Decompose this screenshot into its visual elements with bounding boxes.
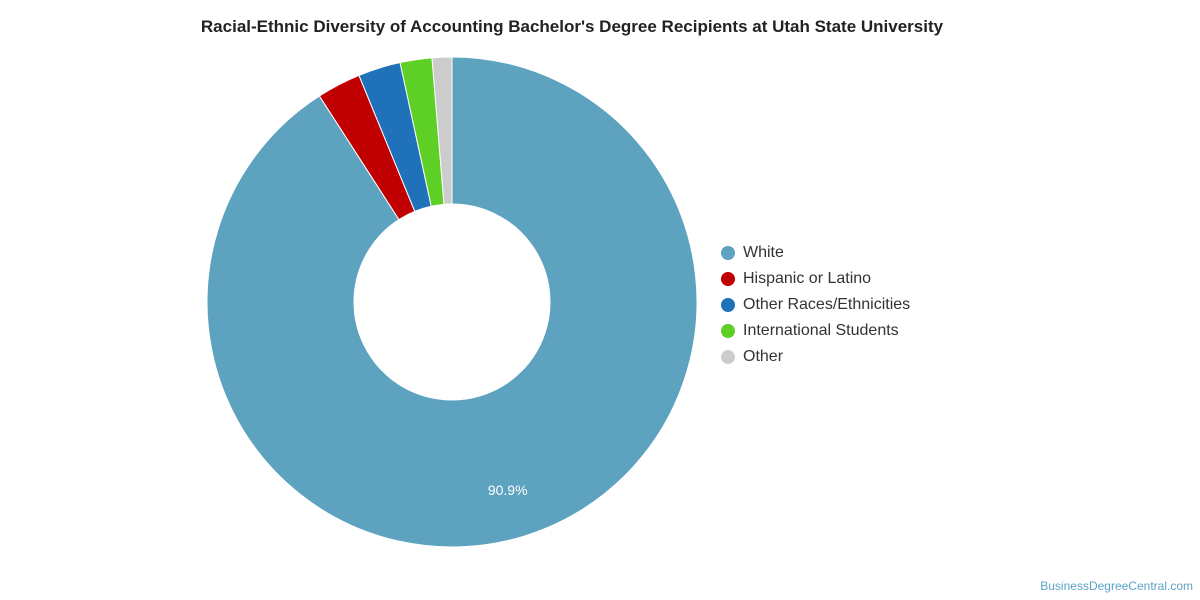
watermark: BusinessDegreeCentral.com bbox=[1040, 579, 1193, 593]
legend-item-white[interactable]: White bbox=[721, 240, 910, 266]
legend-swatch bbox=[721, 350, 735, 364]
legend-label: Other Races/Ethnicities bbox=[743, 296, 911, 313]
legend-item-hispanic-or-latino[interactable]: Hispanic or Latino bbox=[721, 266, 910, 292]
chart-title: Racial-Ethnic Diversity of Accounting Ba… bbox=[200, 17, 944, 36]
legend-label: Other bbox=[743, 348, 784, 365]
legend-label: White bbox=[743, 244, 784, 261]
legend-swatch bbox=[721, 298, 735, 312]
data-label: 90.9% bbox=[488, 482, 528, 498]
chart-legend: White Hispanic or Latino Other Races/Ethni… bbox=[721, 240, 910, 370]
slice-white[interactable] bbox=[206, 56, 698, 548]
legend-item-other-races-ethnicities[interactable]: Other Races/Ethnicities bbox=[721, 292, 910, 318]
slice-other[interactable] bbox=[431, 56, 453, 205]
legend-label: Hispanic or Latino bbox=[743, 270, 872, 287]
legend-item-other[interactable]: Other bbox=[721, 344, 910, 370]
legend-label: International Students bbox=[743, 322, 899, 339]
legend-swatch bbox=[721, 246, 735, 260]
legend-item-international-students[interactable]: International Students bbox=[721, 318, 910, 344]
legend-swatch bbox=[721, 272, 735, 286]
legend-swatch bbox=[721, 324, 735, 338]
